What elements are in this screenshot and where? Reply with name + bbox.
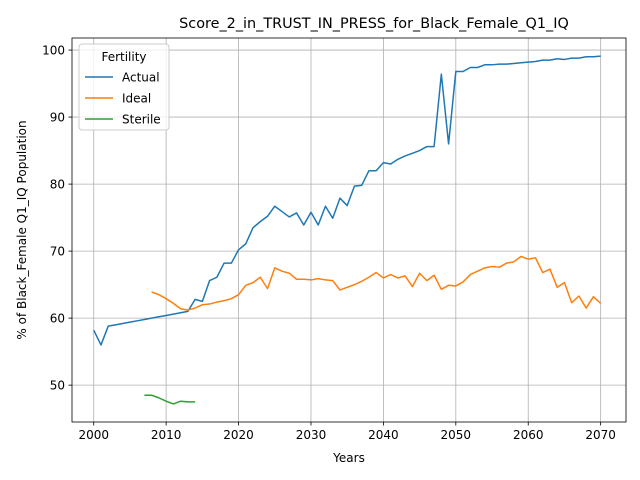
y-tick-label: 80 (50, 177, 65, 191)
y-axis-ticks: 50 60 70 80 90 100 (42, 43, 72, 392)
chart-title: Score_2_in_TRUST_IN_PRESS_for_Black_Fema… (179, 16, 569, 32)
y-tick-label: 70 (50, 244, 65, 258)
legend-box (78, 43, 170, 131)
series-line-sterile (144, 394, 196, 405)
x-tick-label: 2000 (78, 428, 109, 442)
data-series (93, 55, 602, 405)
y-tick-label: 90 (50, 110, 65, 124)
legend-items: Actual Ideal Sterile (85, 70, 161, 126)
legend-title: Fertility (101, 50, 146, 64)
x-tick-label: 2030 (296, 428, 327, 442)
y-tick-label: 100 (42, 43, 65, 57)
x-tick-label: 2010 (151, 428, 182, 442)
y-tick-label: 60 (50, 311, 65, 325)
x-tick-label: 2020 (223, 428, 254, 442)
plot-area-frame (71, 37, 627, 423)
series-line-ideal (151, 255, 602, 311)
y-axis-label: % of Black_Female Q1_IQ Population (15, 120, 29, 339)
legend-label-actual: Actual (122, 70, 160, 84)
x-tick-label: 2060 (513, 428, 544, 442)
x-tick-label: 2040 (368, 428, 399, 442)
y-tick-label: 50 (50, 378, 65, 392)
series-line-actual (93, 55, 601, 346)
legend-label-ideal: Ideal (122, 91, 151, 105)
x-axis-ticks: 2000 2010 2020 2030 2040 2050 2060 2070 (78, 422, 616, 442)
grid (72, 38, 626, 422)
x-axis-label: Years (332, 451, 365, 465)
x-tick-label: 2070 (585, 428, 616, 442)
legend-label-sterile: Sterile (122, 112, 161, 126)
x-tick-label: 2050 (441, 428, 472, 442)
legend: Fertility Actual Ideal Sterile (78, 43, 170, 131)
